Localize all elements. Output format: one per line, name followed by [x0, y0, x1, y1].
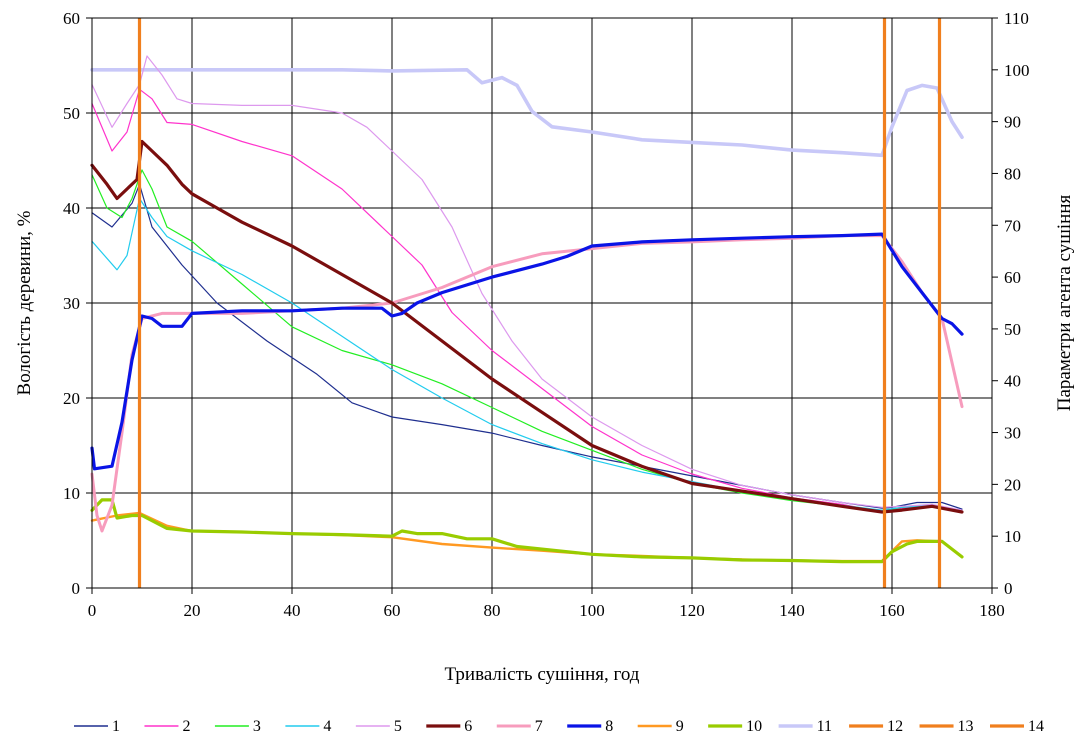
legend-label: 12 [887, 718, 903, 735]
y2-tick-label: 60 [1004, 268, 1021, 287]
legend-label: 8 [605, 718, 613, 735]
legend-label: 2 [182, 718, 190, 735]
legend-label: 11 [817, 718, 832, 735]
series-7-line [90, 234, 964, 533]
series-3-line [91, 169, 963, 513]
y2-tick-label: 50 [1004, 320, 1021, 339]
series-1-line [91, 183, 963, 510]
y2-tick-label: 110 [1004, 9, 1029, 28]
legend-label: 1 [112, 718, 120, 735]
y2-tick-label: 20 [1004, 475, 1021, 494]
legend-label: 14 [1028, 718, 1044, 735]
series-9-line [90, 511, 964, 563]
y2-tick-label: 0 [1004, 579, 1013, 598]
x-tick-label: 0 [88, 601, 97, 620]
y2-tick-label: 80 [1004, 164, 1021, 183]
y-axis-left-title: Вологість деревини, % [14, 210, 35, 395]
x-tick-label: 60 [384, 601, 401, 620]
y2-tick-label: 70 [1004, 216, 1021, 235]
y2-tick-label: 100 [1004, 61, 1030, 80]
y-tick-label: 40 [63, 199, 80, 218]
y-tick-label: 50 [63, 104, 80, 123]
series-group [90, 18, 964, 588]
y-tick-label: 60 [63, 9, 80, 28]
legend-label: 6 [464, 718, 472, 735]
legend-label: 5 [394, 718, 402, 735]
x-tick-label: 80 [484, 601, 501, 620]
series-6-line [90, 139, 964, 514]
y-axis-right-title: Параметри агента сушіння [1054, 195, 1075, 412]
x-tick-label: 40 [284, 601, 301, 620]
x-tick-label: 20 [184, 601, 201, 620]
legend-label: 3 [253, 718, 261, 735]
series-5-line [91, 55, 963, 511]
x-tick-label: 120 [679, 601, 705, 620]
series-8-line [90, 232, 964, 471]
y2-tick-label: 90 [1004, 113, 1021, 132]
legend-label: 10 [746, 718, 762, 735]
series-10-line [90, 498, 964, 564]
y-tick-label: 10 [63, 484, 80, 503]
x-tick-label: 140 [779, 601, 805, 620]
x-tick-label: 100 [579, 601, 605, 620]
legend-label: 13 [958, 718, 974, 735]
legend: 1 2 3 4 5 6 7 8 9 10 11 12 13 14 [74, 718, 1044, 735]
x-tick-label: 160 [879, 601, 905, 620]
series-2-line [91, 88, 963, 513]
x-tick-label: 180 [979, 601, 1005, 620]
y-tick-label: 20 [63, 389, 80, 408]
y-tick-label: 30 [63, 294, 80, 313]
y-axis-right-ticks: 0 10 20 30 40 50 60 70 80 90 100 110 [992, 9, 1030, 598]
y2-tick-label: 40 [1004, 372, 1021, 391]
series-4-line [91, 197, 963, 513]
y2-tick-label: 30 [1004, 424, 1021, 443]
y2-tick-label: 10 [1004, 527, 1021, 546]
series-11-line [90, 68, 964, 158]
gridlines [92, 18, 992, 588]
x-axis-title: Тривалість сушіння, год [445, 664, 640, 685]
legend-label: 4 [323, 718, 331, 735]
legend-label: 9 [676, 718, 684, 735]
x-axis-ticks: 0 20 40 60 80 100 120 140 160 180 [88, 588, 1005, 620]
y-axis-left-ticks: 0 10 20 30 40 50 60 [63, 9, 92, 598]
y-tick-label: 0 [72, 579, 81, 598]
legend-label: 7 [535, 718, 543, 735]
